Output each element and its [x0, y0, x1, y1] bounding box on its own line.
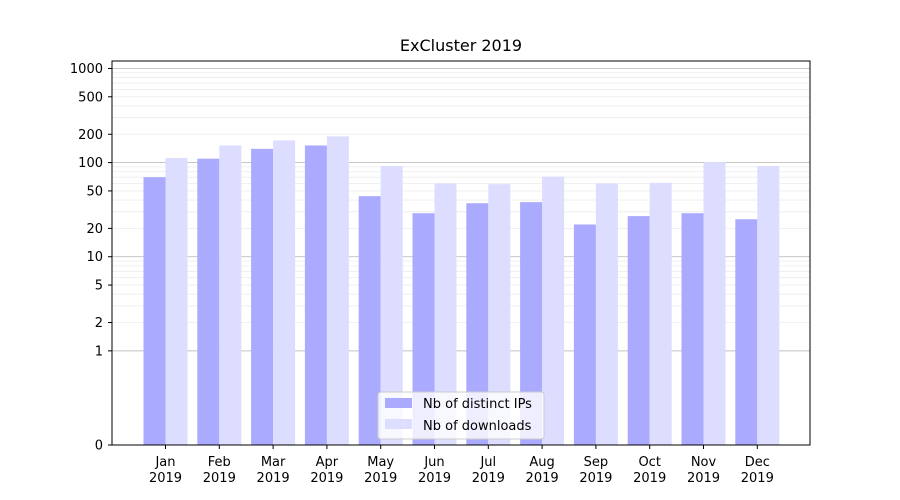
y-tick-label: 1000: [70, 62, 103, 77]
y-tick-label: 200: [78, 128, 103, 143]
bar-distinct-ips-may: [358, 196, 381, 445]
bar-downloads-jan: [165, 157, 188, 446]
bar-distinct-ips-jan: [143, 177, 166, 446]
bar-downloads-dec: [757, 165, 780, 445]
bar-distinct-ips-oct: [627, 216, 650, 445]
y-tick-label: 500: [78, 90, 103, 105]
bar-downloads-may: [380, 165, 403, 445]
bar-downloads-jun: [434, 183, 457, 445]
bar-distinct-ips-mar: [251, 148, 274, 445]
bar-distinct-ips-aug: [520, 202, 543, 445]
x-tick-label-year: 2019: [579, 471, 612, 486]
bar-downloads-jul: [488, 184, 511, 445]
y-tick-label: 1: [95, 344, 103, 359]
legend-box: [377, 391, 545, 440]
x-tick-label-month: Jun: [423, 455, 444, 470]
bar-distinct-ips-feb: [197, 158, 220, 445]
legend-label-distinct-ips: Nb of distinct IPs: [423, 397, 532, 412]
y-tick-label: 2: [95, 316, 103, 331]
x-tick-label-month: Jan: [154, 455, 175, 470]
x-tick-label-month: Oct: [638, 455, 660, 470]
x-tick-label-month: May: [367, 455, 394, 470]
bar-downloads-aug: [542, 176, 565, 445]
x-tick-label-year: 2019: [149, 471, 182, 486]
x-tick-label-month: Dec: [745, 455, 770, 470]
x-tick-label-year: 2019: [687, 471, 720, 486]
y-tick-label: 100: [78, 156, 103, 171]
x-tick-label-month: Apr: [316, 455, 339, 470]
bar-distinct-ips-dec: [735, 219, 758, 445]
x-tick-label-year: 2019: [633, 471, 666, 486]
legend-swatch-downloads: [385, 419, 412, 429]
bar-downloads-sep: [595, 183, 618, 445]
x-tick-label-month: Jul: [479, 455, 496, 470]
bar-downloads-mar: [273, 140, 296, 445]
bars: [143, 136, 780, 446]
x-tick-label-year: 2019: [418, 471, 451, 486]
bar-downloads-feb: [219, 145, 242, 445]
bar-downloads-oct: [649, 182, 672, 445]
bar-distinct-ips-jun: [412, 213, 435, 445]
bar-distinct-ips-apr: [304, 145, 327, 445]
x-tick-label-month: Feb: [208, 455, 231, 470]
legend-swatch-distinct-ips: [385, 398, 412, 408]
y-tick-label: 20: [86, 222, 103, 237]
y-axis: 0 1 2 5 10 20 50 100 200 500 1000: [70, 62, 112, 454]
bar-distinct-ips-jul: [466, 203, 489, 445]
legend: Nb of distinct IPs Nb of downloads: [377, 391, 545, 440]
bar-distinct-ips-sep: [573, 224, 596, 445]
bar-downloads-apr: [326, 136, 349, 445]
x-tick-label-month: Mar: [261, 455, 286, 470]
x-tick-label-month: Aug: [529, 455, 554, 470]
legend-label-downloads: Nb of downloads: [423, 419, 532, 434]
x-axis: Jan2019Feb2019Mar2019Apr2019May2019Jun20…: [149, 445, 774, 486]
y-tick-label: 0: [95, 439, 103, 454]
chart-title: ExCluster 2019: [400, 36, 522, 55]
x-tick-label-year: 2019: [203, 471, 236, 486]
y-tick-label: 50: [86, 184, 103, 199]
bar-distinct-ips-nov: [681, 213, 704, 445]
x-tick-label-year: 2019: [741, 471, 774, 486]
x-tick-label-year: 2019: [472, 471, 505, 486]
plot-frame: [111, 60, 811, 446]
x-tick-label-year: 2019: [257, 471, 290, 486]
x-tick-label-month: Sep: [584, 455, 609, 470]
x-tick-label-month: Nov: [691, 455, 717, 470]
bar-downloads-nov: [703, 162, 726, 445]
x-tick-label-year: 2019: [310, 471, 343, 486]
y-tick-label: 10: [86, 250, 103, 265]
y-tick-label: 5: [95, 279, 103, 294]
x-tick-label-year: 2019: [364, 471, 397, 486]
x-tick-label-year: 2019: [526, 471, 559, 486]
